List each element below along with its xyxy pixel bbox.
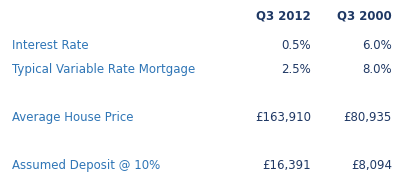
- Text: Q3 2012: Q3 2012: [256, 10, 311, 23]
- Text: 2.5%: 2.5%: [281, 63, 311, 76]
- Text: Q3 2000: Q3 2000: [337, 10, 392, 23]
- Text: £8,094: £8,094: [351, 159, 392, 172]
- Text: Typical Variable Rate Mortgage: Typical Variable Rate Mortgage: [12, 63, 196, 76]
- Text: Interest Rate: Interest Rate: [12, 39, 89, 52]
- Text: £80,935: £80,935: [344, 111, 392, 124]
- Text: £16,391: £16,391: [263, 159, 311, 172]
- Text: 8.0%: 8.0%: [362, 63, 392, 76]
- Text: Average House Price: Average House Price: [12, 111, 134, 124]
- Text: £163,910: £163,910: [255, 111, 311, 124]
- Text: 0.5%: 0.5%: [282, 39, 311, 52]
- Text: 6.0%: 6.0%: [362, 39, 392, 52]
- Text: Assumed Deposit @ 10%: Assumed Deposit @ 10%: [12, 159, 160, 172]
